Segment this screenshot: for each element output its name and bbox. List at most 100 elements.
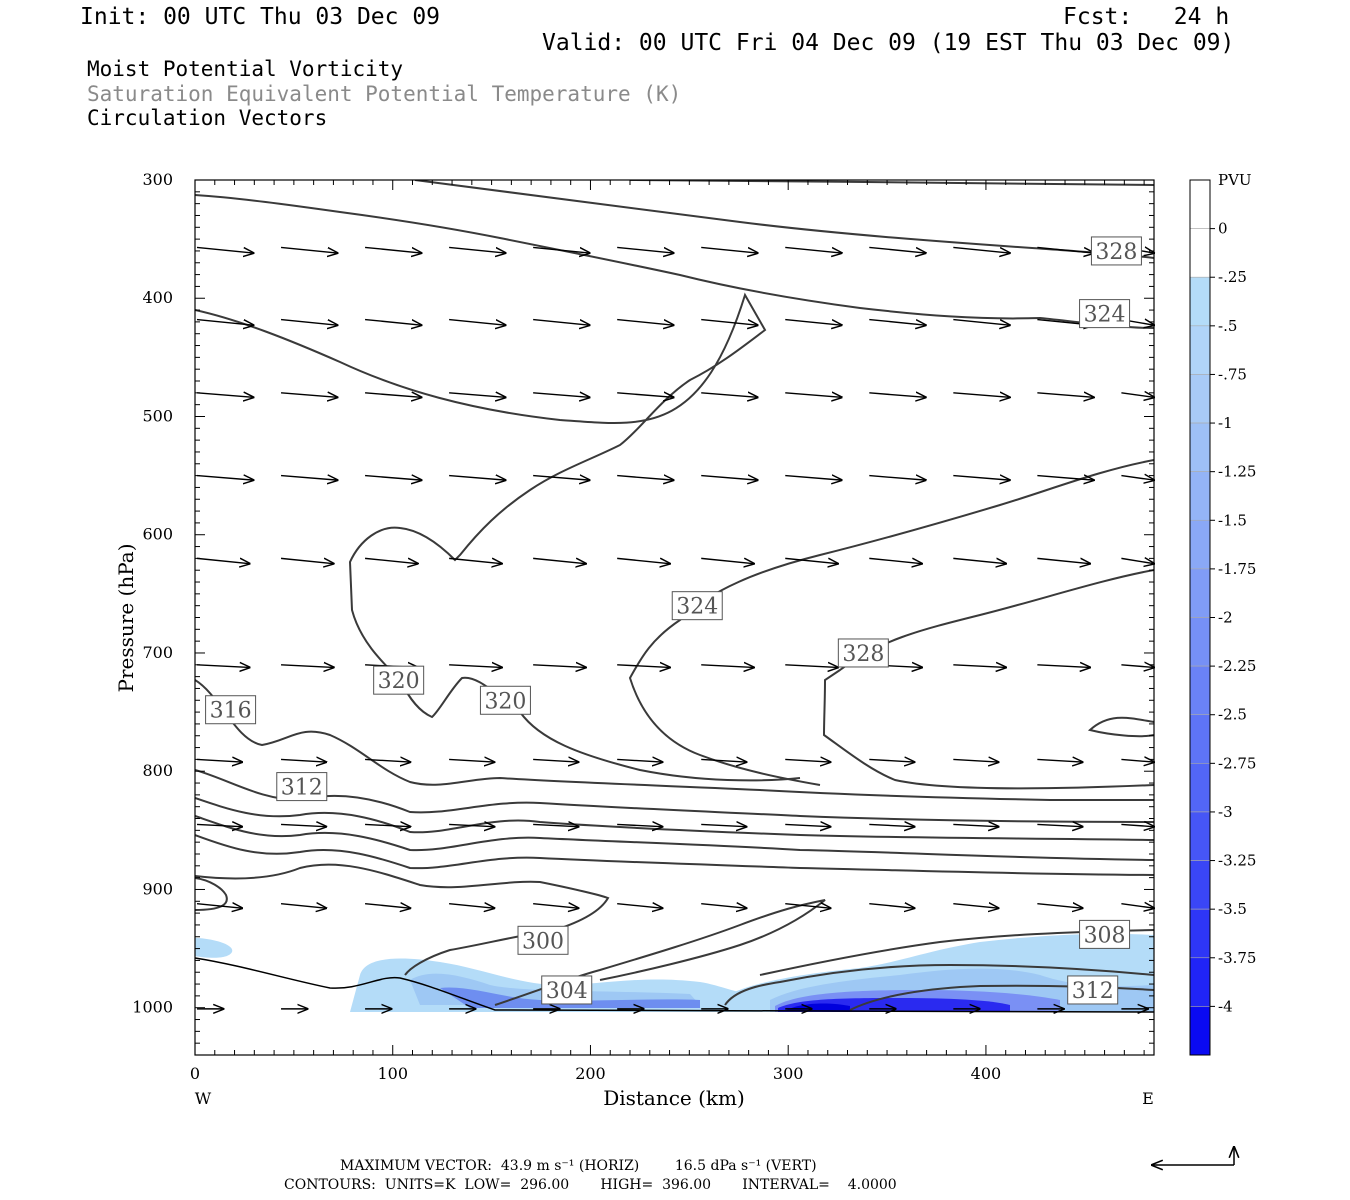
circulation-vector — [533, 824, 578, 826]
contour-304-b — [195, 877, 228, 911]
circulation-vector — [1121, 558, 1154, 563]
init-time: Init: 00 UTC Thu 03 Dec 09 — [80, 4, 441, 30]
circulation-vector — [1121, 824, 1154, 826]
circulation-vector — [196, 824, 242, 826]
circulation-vector — [365, 318, 421, 326]
circulation-vector — [449, 558, 502, 563]
colorbar: PVU 0 -.25 -.5 -.75 -1 -1.25 -1.5 -1.75 -2 -2.25 -2… — [1189, 171, 1256, 1056]
circulation-vector — [533, 393, 589, 398]
contour-332-east — [1087, 716, 1154, 738]
circulation-vector — [953, 476, 1009, 481]
colorbar-swatch — [1189, 276, 1211, 327]
contour-label-box — [671, 591, 723, 621]
contour-info: CONTOURS: UNITS=K LOW= 296.00 HIGH= 396.… — [284, 1177, 897, 1193]
circulation-vector — [617, 824, 662, 826]
circulation-vector — [365, 824, 410, 826]
max-vector-note: MAXIMUM VECTOR: 43.9 m s⁻¹ (HORIZ) 16.5 … — [340, 1158, 817, 1174]
colorbar-swatch — [1189, 714, 1211, 764]
colorbar-swatch — [1189, 763, 1211, 813]
circulation-vector — [533, 246, 589, 253]
circulation-vector — [1121, 904, 1154, 909]
circulation-vector — [701, 904, 746, 909]
circulation-vector — [196, 904, 242, 909]
circulation-vector — [869, 318, 925, 326]
contour-label-box — [1079, 919, 1131, 949]
circulation-vector — [785, 759, 830, 762]
circulation-vector — [1037, 558, 1090, 563]
circulation-vector — [365, 393, 421, 398]
reference-vector — [1152, 1147, 1234, 1165]
circulation-vector — [449, 665, 502, 668]
circulation-vector — [1121, 393, 1154, 398]
circulation-vector — [953, 904, 998, 909]
circulation-vector — [1037, 824, 1082, 826]
circulation-vector — [785, 393, 841, 398]
circulation-vector — [953, 393, 1009, 398]
contour-316 — [195, 679, 1154, 801]
colorbar-title: PVU — [1218, 171, 1252, 189]
circulation-vector — [280, 904, 326, 909]
mpv-shading — [195, 933, 1154, 1012]
x-tick-label: 300 — [773, 1064, 804, 1083]
colorbar-swatch — [1189, 374, 1211, 424]
colorbar-label: -1.75 — [1218, 560, 1256, 578]
x-tick-label: 0 — [190, 1064, 200, 1083]
contour-label: 304 — [546, 979, 588, 1004]
colorbar-swatch — [1189, 957, 1211, 1007]
circulation-vector — [953, 246, 1009, 253]
contour-label-box — [1067, 975, 1119, 1005]
circulation-vector — [1037, 246, 1093, 253]
valid-time: Valid: 00 UTC Fri 04 Dec 09 (19 EST Thu … — [542, 30, 1235, 56]
circulation-vector — [617, 759, 662, 762]
circulation-vector — [1121, 759, 1154, 762]
colorbar-swatch — [1189, 568, 1211, 618]
contour-label: 312 — [1072, 979, 1114, 1004]
circulation-vector — [280, 393, 337, 398]
circulation-vector — [280, 246, 337, 253]
colorbar-swatch — [1189, 471, 1211, 521]
circulation-vector — [533, 318, 589, 326]
colorbar-label: -2 — [1218, 609, 1233, 627]
circulation-vector — [617, 665, 670, 668]
circulation-vector — [1037, 476, 1093, 481]
x-tick-label: 200 — [575, 1064, 606, 1083]
colorbar-label: -.5 — [1218, 317, 1237, 335]
circulation-vector — [617, 393, 673, 398]
contour-304-c — [494, 899, 826, 1006]
circulation-vector — [785, 246, 841, 253]
contour-304-a — [195, 834, 1154, 876]
circulation-vector — [953, 824, 998, 826]
circulation-vector — [280, 558, 334, 563]
colorbar-swatch — [1189, 908, 1211, 959]
y-tick-label: 400 — [142, 288, 173, 307]
circulation-vector — [365, 246, 421, 253]
circulation-vector — [449, 318, 505, 326]
contour-324-lower — [628, 459, 1154, 786]
circulation-vector — [785, 318, 841, 326]
circulation-vector — [617, 476, 673, 481]
colorbar-label: -3.25 — [1218, 852, 1256, 870]
contour-label-box — [517, 925, 569, 955]
circulation-vector — [196, 665, 250, 668]
axes: 300 400 500 600 700 800 900 1000 0 100 200 300 400 — [132, 170, 1155, 1083]
circulation-vector — [617, 558, 670, 563]
colorbar-label: 0 — [1218, 220, 1228, 238]
contour-label-box — [1079, 299, 1131, 329]
circulation-vector — [1037, 665, 1090, 668]
contour-label: 320 — [378, 669, 420, 694]
forecast-hour: Fcst: 24 h — [1063, 4, 1230, 30]
contour-label: 316 — [210, 699, 252, 724]
contour-label-box — [1090, 236, 1142, 266]
field-title-mpv: Moist Potential Vorticity — [87, 57, 404, 81]
circulation-vector — [701, 476, 757, 481]
circulation-vector — [953, 318, 1009, 326]
circulation-vector — [617, 318, 673, 326]
colorbar-swatch — [1189, 519, 1211, 570]
colorbar-swatch — [1189, 860, 1211, 910]
circulation-vector — [869, 393, 925, 398]
circulation-vector — [281, 665, 334, 668]
circulation-vector — [953, 665, 1006, 668]
contour-label: 312 — [281, 776, 323, 801]
circulation-vector — [869, 824, 914, 826]
y-tick-label: 1000 — [132, 998, 173, 1017]
